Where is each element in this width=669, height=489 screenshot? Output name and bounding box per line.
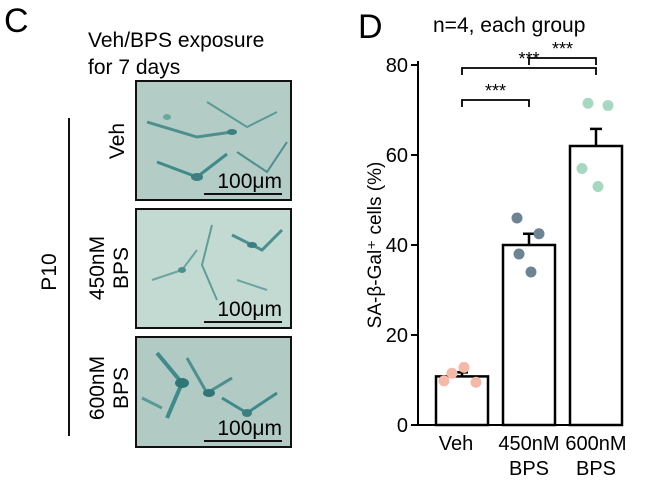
micrograph-veh-image: [137, 82, 290, 199]
y-axis-label: SA-β-Gal⁺ cells (%): [365, 162, 386, 329]
data-point: [533, 228, 545, 240]
data-point: [576, 163, 588, 174]
x-tick-label: Veh: [439, 433, 473, 455]
y-tick-label: 40: [386, 235, 408, 257]
passage-bracket-line: [68, 118, 70, 436]
significance-bracket: [528, 57, 597, 65]
significance-bracket: [461, 67, 597, 75]
micrograph-450nm-image: [137, 210, 290, 327]
scale-label-600nm: 100μm: [217, 417, 282, 440]
x-tick-label: BPS: [509, 458, 549, 480]
data-point: [592, 181, 604, 192]
data-point: [470, 376, 482, 388]
panel-c-caption-line1: Veh/BPS exposure: [88, 29, 265, 52]
data-point: [582, 97, 594, 109]
scale-bar-450nm: [204, 321, 282, 323]
panel-c-caption-line2: for 7 days: [88, 56, 181, 79]
significance-label: ***: [552, 39, 573, 59]
micrograph-600nm: 100μm: [135, 336, 292, 448]
micrograph-600nm-image: [137, 338, 290, 446]
data-point: [438, 375, 450, 387]
significance-bracket: [461, 99, 530, 107]
data-point: [525, 266, 537, 278]
panel-d-letter: D: [358, 8, 383, 46]
data-point: [513, 248, 525, 260]
data-point: [446, 367, 458, 379]
data-point: [602, 100, 614, 111]
significance-label: ***: [485, 81, 506, 101]
y-tick-label: 60: [386, 145, 408, 167]
panel-c-letter: C: [4, 2, 29, 40]
micrograph-450nm: 100μm: [135, 208, 292, 329]
scale-bar-veh: [204, 193, 282, 195]
micrograph-veh: 100μm: [135, 80, 292, 201]
group-size-note: n=4, each group: [433, 14, 586, 37]
data-point: [458, 361, 470, 373]
y-tick-label: 20: [386, 325, 408, 347]
scale-label-450nm: 100μm: [217, 298, 282, 321]
data-point: [511, 212, 523, 224]
x-tick-label: 600nM: [565, 433, 626, 455]
x-tick-label: BPS: [576, 458, 616, 480]
x-tick-label: 450nM: [498, 433, 559, 455]
y-tick-label: 80: [386, 55, 408, 77]
bar: [568, 144, 624, 427]
scale-label-veh: 100μm: [217, 170, 282, 193]
y-tick-label: 0: [397, 415, 408, 437]
scale-bar-600nm: [204, 440, 282, 442]
